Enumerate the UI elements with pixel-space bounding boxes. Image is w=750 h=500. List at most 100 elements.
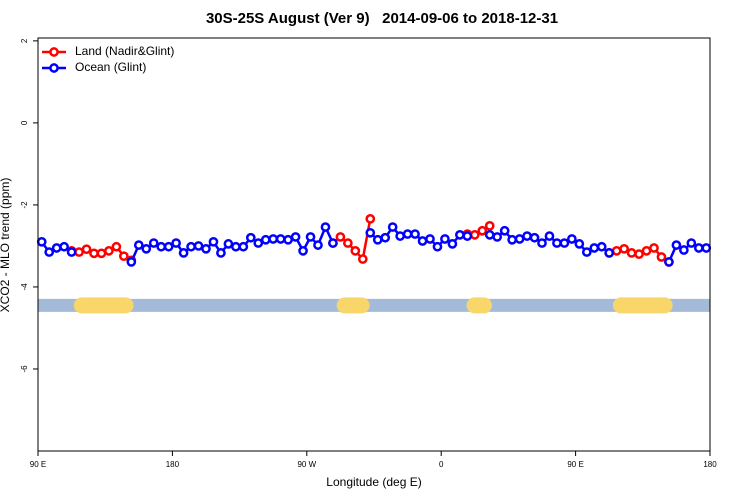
data-point	[380, 232, 391, 243]
data-point	[156, 241, 167, 252]
data-point	[81, 244, 92, 255]
data-point	[656, 252, 667, 262]
data-point	[59, 241, 69, 252]
data-point	[253, 238, 264, 248]
data-point	[395, 231, 405, 241]
data-point	[432, 241, 443, 252]
data-point	[133, 240, 144, 250]
legend-label: Ocean (Glint)	[75, 60, 146, 74]
legend-marker	[49, 63, 59, 73]
data-point	[275, 234, 286, 244]
data-point	[581, 247, 592, 257]
data-point	[641, 246, 652, 256]
data-point	[589, 243, 600, 253]
data-point	[357, 254, 368, 264]
land-mask	[73, 297, 134, 314]
land-mask	[466, 297, 492, 314]
data-point	[462, 231, 473, 241]
data-point	[335, 232, 346, 242]
data-point	[365, 227, 376, 238]
data-point	[328, 238, 338, 248]
chart-title: 30S-25S August (Ver 9) 2014-09-06 to 201…	[206, 10, 558, 27]
data-point	[238, 241, 249, 252]
x-tick-label: 0	[439, 460, 444, 469]
data-point	[604, 248, 615, 258]
data-point	[260, 234, 271, 245]
data-point	[171, 238, 181, 248]
data-point	[611, 246, 622, 256]
data-point	[298, 246, 308, 256]
data-point	[89, 248, 99, 259]
land-mask	[336, 297, 370, 314]
x-axis-label: Longitude (deg E)	[326, 475, 421, 489]
data-point	[469, 230, 480, 240]
data-point	[372, 234, 383, 245]
data-point	[216, 248, 226, 258]
data-point	[522, 231, 532, 241]
y-tick-label: 0	[20, 120, 29, 125]
data-point	[365, 214, 376, 224]
data-point	[559, 238, 570, 248]
data-point	[492, 232, 503, 242]
data-point	[507, 234, 517, 245]
data-point	[343, 238, 353, 248]
data-point	[619, 243, 629, 254]
data-point	[440, 234, 450, 244]
data-point	[178, 248, 189, 258]
data-point	[664, 257, 674, 267]
plot-frame	[37, 37, 711, 452]
data-point	[387, 222, 398, 232]
data-point	[567, 234, 577, 244]
data-point	[649, 243, 659, 253]
data-point	[499, 225, 510, 236]
data-point	[313, 240, 323, 250]
data-point	[626, 248, 637, 258]
y-tick-label: -4	[20, 283, 29, 291]
legend-label: Land (Nadir&Glint)	[75, 44, 174, 58]
data-point	[201, 243, 211, 254]
data-point	[245, 232, 256, 243]
data-point	[425, 234, 435, 244]
data-point	[51, 243, 62, 253]
data-point	[283, 234, 293, 245]
data-point	[350, 246, 361, 256]
data-point	[671, 240, 682, 250]
data-point	[544, 231, 555, 241]
data-point	[148, 238, 159, 248]
data-point	[477, 225, 488, 236]
data-point	[104, 246, 114, 256]
data-point	[417, 236, 428, 246]
data-point	[484, 230, 495, 240]
data-point	[74, 247, 84, 257]
data-point	[96, 248, 107, 259]
land-mask	[612, 297, 673, 314]
data-point	[208, 236, 219, 247]
data-point	[126, 257, 137, 267]
data-point	[455, 230, 465, 240]
data-point	[679, 245, 689, 255]
x-tick-label: 180	[166, 460, 180, 469]
data-point	[36, 236, 47, 247]
data-point	[537, 238, 547, 248]
y-tick-label: 2	[20, 38, 29, 43]
data-point	[223, 239, 234, 249]
data-point	[231, 241, 241, 252]
data-point	[44, 247, 55, 257]
x-tick-label: 90 W	[297, 460, 316, 469]
data-point	[596, 241, 607, 252]
data-point	[514, 234, 525, 244]
data-point	[447, 239, 458, 249]
data-point	[268, 234, 279, 244]
data-point	[290, 232, 301, 242]
data-point	[305, 232, 316, 242]
data-point	[701, 243, 712, 253]
data-point	[66, 247, 77, 257]
data-point	[484, 220, 495, 231]
y-axis-label: XCO2 - MLO trend (ppm)	[0, 178, 12, 313]
data-point	[119, 251, 129, 262]
data-point	[529, 232, 540, 243]
data-point	[186, 241, 196, 252]
data-point	[634, 249, 644, 259]
